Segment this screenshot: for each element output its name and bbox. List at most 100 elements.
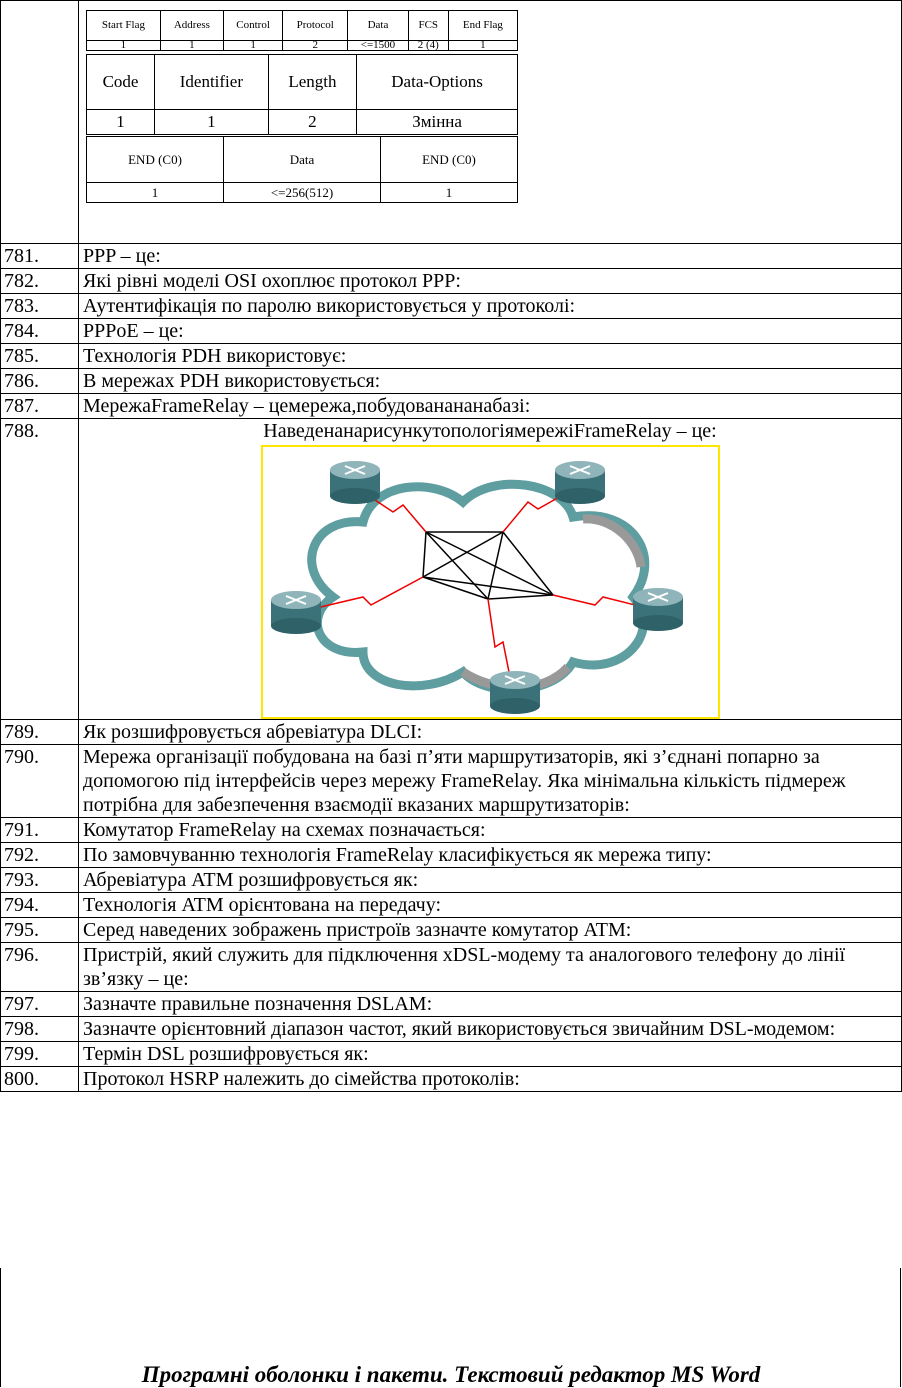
question-label: Як розшифровується абревіатура DLCI:: [83, 721, 423, 743]
question-number: 786.: [0, 368, 79, 394]
question-label: Технологія ATM орієнтована на передачу:: [83, 894, 442, 916]
question-row: 785. Технологія PDH використовує:: [0, 343, 902, 369]
cell: 1: [447, 40, 519, 51]
cell: 1: [86, 40, 161, 51]
question-row: 792. По замовчуванню технологія FrameRela…: [0, 842, 902, 868]
question-number: 799.: [0, 1041, 79, 1067]
cell: Length: [267, 54, 358, 110]
cell: <=256(512): [223, 182, 381, 203]
question-number: 793.: [0, 867, 79, 893]
question-text: В мережах PDH використовується:: [78, 368, 902, 394]
question-label: Пристрій, який служить для підключення x…: [83, 944, 846, 990]
page-border: [0, 1268, 1, 1387]
question-row: 799. Термін DSL розшифровується як:: [0, 1041, 902, 1067]
question-number: 791.: [0, 817, 79, 843]
question-label: Серед наведених зображень пристроїв зазн…: [83, 919, 632, 941]
cell: Data: [223, 136, 381, 183]
cloud-shade: [582, 514, 645, 568]
question-row: 782. Які рівні моделі OSI охоплює протоко…: [0, 268, 902, 294]
question-number: 787.: [0, 393, 79, 419]
question-number: 783.: [0, 293, 79, 319]
cell: <=1500: [347, 40, 409, 51]
question-label: Аутентифікація по паролю використовуєтьс…: [83, 295, 576, 317]
question-row: 800. Протокол HSRP належить до сімейства …: [0, 1066, 902, 1092]
question-text: Комутатор FrameRelay на схемах позначаєт…: [78, 817, 902, 843]
question-row: 793. Абревіатура ATM розшифровується як:: [0, 867, 902, 893]
question-text: НаведенанарисункутопологіямережіFrameRel…: [78, 418, 902, 720]
question-row: 790. Мережа організації побудована на баз…: [0, 744, 902, 818]
question-row: 796. Пристрій, який служить для підключен…: [0, 942, 902, 992]
question-number: 798.: [0, 1016, 79, 1042]
cell: Start Flag: [86, 10, 161, 41]
question-number: 796.: [0, 942, 79, 992]
question-row: 787. МережаFrameRelay – цемережа,побудова…: [0, 393, 902, 419]
cell: END (C0): [379, 136, 519, 183]
cell: 1: [222, 40, 284, 51]
cell: END (C0): [85, 136, 225, 183]
cell: Identifier: [154, 54, 269, 110]
cell: FCS: [407, 10, 449, 41]
question-text: Технологія ATM орієнтована на передачу:: [78, 892, 902, 918]
cell: End Flag: [447, 10, 519, 41]
question-number: 781.: [0, 243, 79, 269]
header-row: Start Flag Address Control Protocol Data FCS E…: [86, 10, 519, 41]
cell: 1: [85, 182, 225, 203]
cell: Змінна: [356, 109, 518, 135]
question-text: Серед наведених зображень пристроїв зазн…: [78, 917, 902, 943]
question-text: PPP – це:: [78, 243, 902, 269]
question-row: 791. Комутатор FrameRelay на схемах позна…: [0, 817, 902, 843]
question-table: Start Flag Address Control Protocol Data FCS E…: [0, 0, 902, 1092]
frame-relay-diagram: [260, 445, 720, 719]
cell: 1: [154, 109, 269, 135]
cell: 2 (4): [407, 40, 449, 51]
value-row: 1 1 2 Змінна: [85, 109, 518, 135]
section-heading: Програмні оболонки і пакети. Текстовий р…: [141, 1362, 761, 1387]
cell: Data-Options: [356, 54, 518, 110]
question-label: Зазначте правильне позначення DSLAM:: [83, 993, 433, 1015]
question-number: 794.: [0, 892, 79, 918]
cloud: [306, 479, 649, 695]
value-row: 1 1 1 2 <=1500 2 (4) 1: [86, 40, 519, 51]
ppp-frame-table: Start Flag Address Control Protocol Data FCS E…: [86, 10, 519, 51]
question-number: 782.: [0, 268, 79, 294]
question-row: 788. НаведенанарисункутопологіямережіFram…: [0, 418, 902, 720]
question-row: 789. Як розшифровується абревіатура DLCI:: [0, 719, 902, 745]
header-row: END (C0) Data END (C0): [85, 136, 519, 183]
links: [307, 491, 643, 683]
cell: 1: [85, 109, 156, 135]
question-row: 794. Технологія ATM орієнтована на переда…: [0, 892, 902, 918]
question-text: Як розшифровується абревіатура DLCI:: [78, 719, 902, 745]
question-text: Абревіатура ATM розшифровується як:: [78, 867, 902, 893]
question-label: МережаFrameRelay – цемережа,побудованана…: [83, 395, 531, 417]
question-text: Аутентифікація по паролю використовуєтьс…: [78, 293, 902, 319]
question-label: Мережа організації побудована на базі п’…: [83, 746, 846, 816]
cell: Address: [159, 10, 224, 41]
question-text: Термін DSL розшифровується як:: [78, 1041, 902, 1067]
mesh: [421, 531, 554, 600]
question-text: Технологія PDH використовує:: [78, 343, 902, 369]
question-label: PPP – це:: [83, 245, 161, 267]
question-row: 783. Аутентифікація по паролю використову…: [0, 293, 902, 319]
question-text: Зазначте орієнтовний діапазон частот, як…: [78, 1016, 902, 1042]
question-row: 797. Зазначте правильне позначення DSLAM:: [0, 991, 902, 1017]
question-number: 788.: [0, 418, 79, 720]
question-text: PPPoE – це:: [78, 318, 902, 344]
value-row: 1 <=256(512) 1: [85, 182, 519, 203]
cell: 2: [267, 109, 358, 135]
question-number: 789.: [0, 719, 79, 745]
question-label: Протокол HSRP належить до сімейства прот…: [83, 1068, 520, 1090]
cell: Control: [222, 10, 284, 41]
question-row: 781. PPP – це:: [0, 243, 902, 269]
question-number: 790.: [0, 744, 79, 818]
question-row: 784. PPPoE – це:: [0, 318, 902, 344]
question-row: 795. Серед наведених зображень пристроїв …: [0, 917, 902, 943]
number-cell: [0, 0, 79, 244]
question-row: 798. Зазначте орієнтовний діапазон частот…: [0, 1016, 902, 1042]
question-number: 800.: [0, 1066, 79, 1092]
cell: 1: [159, 40, 224, 51]
question-label: В мережах PDH використовується:: [83, 370, 381, 392]
question-label: НаведенанарисункутопологіямережіFrameRel…: [263, 420, 717, 442]
question-number: 792.: [0, 842, 79, 868]
question-text: Мережа організації побудована на базі п’…: [78, 744, 902, 818]
